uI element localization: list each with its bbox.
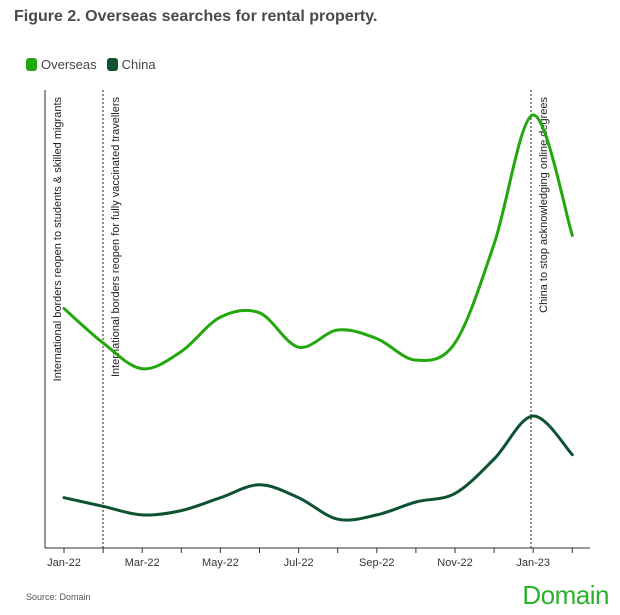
x-tick-label-Jul-22: Jul-22 [284, 557, 314, 569]
brand-logo: Domain [522, 580, 609, 610]
legend-swatch-china [106, 58, 118, 71]
annotation-label-0: International borders reopen to students… [52, 97, 64, 382]
x-tick-label-Mar-22: Mar-22 [125, 557, 160, 569]
legend-label-china: China [121, 57, 156, 72]
legend: Overseas China [26, 57, 166, 72]
legend-item-overseas[interactable]: Overseas [26, 57, 97, 72]
x-tick-label-Sep-22: Sep-22 [359, 557, 394, 569]
x-tick-label-Jan-23: Jan-23 [516, 557, 550, 569]
legend-swatch-overseas [26, 58, 37, 71]
x-tick-label-Jan-22: Jan-22 [47, 557, 81, 569]
x-tick-label-Nov-22: Nov-22 [437, 557, 472, 569]
chart-title: Figure 2. Overseas searches for rental p… [14, 8, 378, 25]
legend-item-china[interactable]: China [106, 57, 156, 72]
legend-label-overseas: Overseas [41, 57, 97, 72]
series-line-china [62, 414, 574, 522]
series-line-overseas [62, 113, 574, 371]
annotation-label-2: China to stop acknowledging online degre… [538, 97, 550, 313]
annotation-label-1: International borders reopen for fully v… [110, 97, 122, 378]
x-tick-label-May-22: May-22 [202, 557, 239, 569]
source-note: Source: Domain [26, 592, 91, 602]
